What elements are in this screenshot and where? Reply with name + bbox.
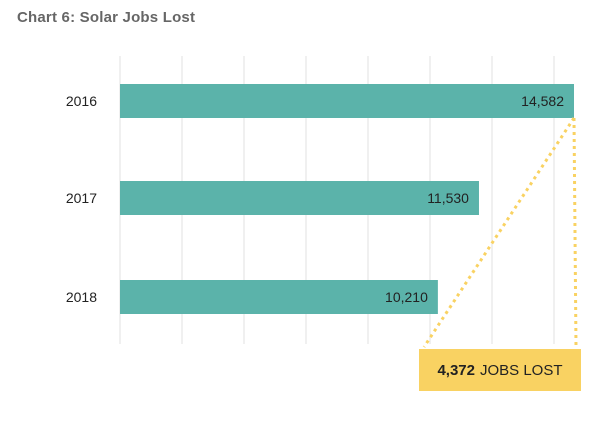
bar-2016 [120, 84, 574, 118]
bar-2017 [120, 181, 479, 215]
annotation-vertical-line [572, 117, 578, 348]
tick-label-2018: 2018 [66, 289, 97, 305]
annotation-diagonal-line [422, 117, 576, 348]
annotation-lines [422, 117, 578, 348]
tick-label-2017: 2017 [66, 190, 97, 206]
chart-title: Chart 6: Solar Jobs Lost [17, 9, 196, 26]
bar-2018 [120, 280, 438, 314]
bar-value-labels: 14,582 11,530 10,210 [385, 93, 564, 305]
value-label-2018: 10,210 [385, 289, 428, 305]
jobs-lost-value: 4,372 [437, 361, 475, 379]
category-tick-labels: 2016 2017 2018 [66, 93, 97, 305]
bars [120, 84, 574, 314]
jobs-lost-text: JOBS LOST [480, 361, 563, 379]
value-label-2016: 14,582 [521, 93, 564, 109]
value-label-2017: 11,530 [427, 190, 469, 206]
tick-label-2016: 2016 [66, 93, 97, 109]
jobs-lost-callout: 4,372 JOBS LOST [419, 349, 581, 391]
